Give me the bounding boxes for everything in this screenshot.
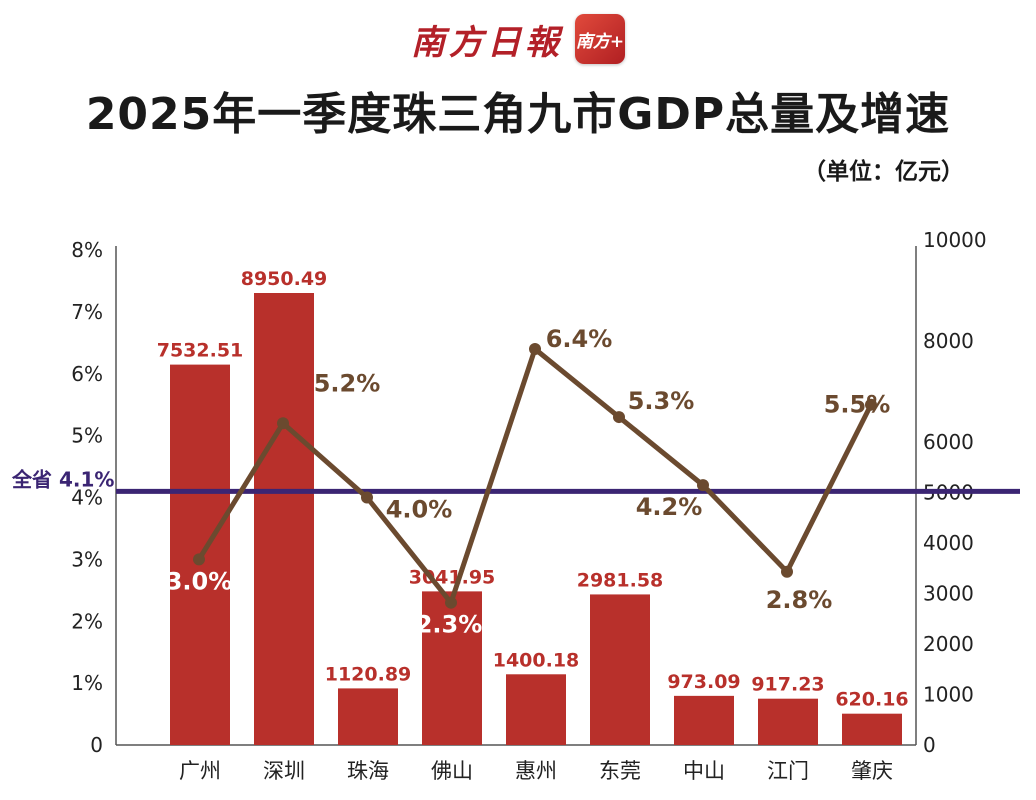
left-axis-tick-label: 5%: [71, 424, 103, 448]
left-axis-tick-label: 2%: [71, 609, 103, 633]
bar-value-label: 7532.51: [157, 340, 244, 362]
x-axis-category-label: 广州: [179, 759, 221, 783]
bar-佛山: [422, 591, 482, 745]
bar-value-label: 917.23: [751, 674, 824, 696]
reference-line-label: 全省 4.1%: [11, 467, 114, 491]
growth-point: [697, 479, 709, 492]
bar-江门: [758, 698, 818, 745]
growth-value-label: 2.8%: [766, 586, 833, 614]
growth-value-label: 5.3%: [628, 387, 695, 415]
growth-point: [781, 565, 793, 578]
growth-point: [445, 596, 457, 609]
left-axis-tick-label: 1%: [71, 671, 103, 695]
x-axis-category-label: 东莞: [599, 759, 641, 783]
bar-value-label: 2981.58: [577, 569, 664, 591]
right-axis-tick-label: 2000: [923, 632, 974, 656]
right-axis-tick-label: 4000: [923, 531, 974, 555]
bar-珠海: [338, 688, 398, 745]
right-axis-tick-label: 1000: [923, 683, 974, 707]
app-logo: 南方+: [575, 14, 625, 64]
growth-point: [361, 491, 373, 504]
bar-value-label: 1400.18: [493, 649, 580, 671]
right-axis-tick-label: 3000: [923, 582, 974, 606]
chart-title: 2025年一季度珠三角九市GDP总量及增速: [85, 89, 951, 140]
bar-惠州: [506, 674, 566, 745]
right-axis-tick-label: 0: [923, 733, 936, 757]
growth-value-label: 4.0%: [386, 496, 453, 524]
bar-肇庆: [842, 713, 902, 745]
app-logo-text: 南方+: [575, 31, 625, 52]
growth-value-label: 6.4%: [546, 325, 613, 353]
bar-深圳: [254, 293, 314, 745]
growth-point: [865, 398, 877, 411]
bar-value-label: 1120.89: [325, 663, 412, 685]
x-axis-category-label: 佛山: [431, 759, 473, 783]
x-axis-category-label: 江门: [767, 759, 809, 783]
growth-point: [193, 553, 205, 566]
right-axis-tick-label: 6000: [923, 430, 974, 454]
bar-value-label: 3041.95: [409, 566, 496, 588]
left-axis-tick-label: 7%: [71, 300, 103, 324]
x-axis-category-label: 中山: [683, 759, 725, 783]
right-axis-tick-label: 10000: [923, 228, 987, 252]
brand-name: 南方日報: [411, 22, 563, 63]
left-axis-tick-label: 0: [90, 733, 103, 757]
growth-value-label: 4.2%: [636, 493, 703, 521]
growth-point: [529, 343, 541, 355]
unit-label: （单位：亿元）: [803, 159, 964, 185]
left-axis-tick-label: 3%: [71, 547, 103, 571]
growth-point: [277, 417, 289, 430]
bar-value-label: 620.16: [835, 689, 908, 711]
bar-value-label: 973.09: [667, 671, 740, 693]
x-axis-category-label: 深圳: [263, 759, 305, 783]
x-axis-category-label: 惠州: [515, 759, 557, 783]
left-axis-tick-label: 6%: [71, 362, 103, 386]
growth-value-label: 5.2%: [314, 369, 381, 397]
left-axis-tick-label: 4%: [71, 486, 103, 510]
x-axis-category-label: 珠海: [347, 759, 389, 783]
header-logo: 南方日報 南方+: [0, 8, 1036, 70]
bar-中山: [674, 695, 734, 745]
growth-point: [613, 411, 625, 424]
x-axis-category-label: 肇庆: [851, 759, 893, 783]
bar-value-label: 8950.49: [241, 268, 328, 290]
growth-value-label: 5.5%: [824, 391, 891, 419]
left-axis-tick-label: 8%: [71, 238, 103, 262]
bar-东莞: [590, 594, 650, 745]
growth-value-label: 3.0%: [166, 567, 233, 595]
right-axis-tick-label: 8000: [923, 329, 974, 353]
growth-value-label: 2.3%: [416, 611, 483, 639]
